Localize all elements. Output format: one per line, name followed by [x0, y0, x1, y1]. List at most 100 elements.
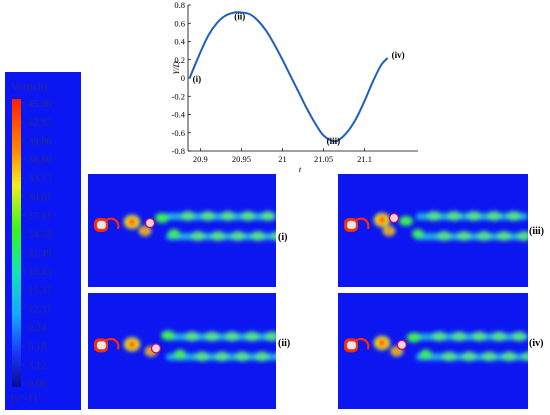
lower-vortex — [255, 351, 269, 362]
upper-vortex — [427, 210, 441, 221]
lower-vortex — [195, 351, 209, 362]
vorticity-snapshot-ii — [88, 293, 276, 409]
oscillating-cylinder — [396, 339, 407, 351]
colorbar-tick-label: 24.55 — [28, 230, 52, 241]
near-vortex-2-core — [393, 348, 400, 355]
point-annotation: (iii) — [327, 136, 341, 146]
upstream-body — [346, 341, 357, 350]
colorbar-title: Vorticity — [11, 81, 50, 93]
oscillating-cylinder — [144, 217, 156, 229]
lower-vortex — [497, 230, 511, 241]
colorbar-tick-label: 45.98 — [28, 99, 52, 110]
lower-vortex — [482, 351, 497, 362]
near-vortex-2-core — [386, 227, 392, 234]
y-tick-label: 0.4 — [174, 37, 185, 47]
upper-vortex — [472, 331, 487, 342]
near-vortex-4 — [174, 349, 186, 360]
upper-vortex — [447, 210, 461, 221]
near-vortex-3 — [161, 330, 175, 341]
colorbar-tick-label: 30.67 — [28, 192, 52, 203]
near-vortex-4 — [412, 228, 424, 239]
wake-structures — [124, 210, 276, 241]
colorbar-tick-label: 33.73 — [28, 174, 52, 185]
upstream-body — [346, 220, 357, 230]
upper-vortex — [512, 331, 527, 342]
colorbar-tick-label: 12.31 — [28, 304, 52, 315]
point-annotation: (ii) — [234, 11, 245, 21]
shear-layer — [355, 217, 370, 230]
lower-vortex — [457, 230, 471, 241]
x-tick-label: 20.95 — [232, 154, 251, 164]
upper-vortex — [201, 210, 215, 221]
y-axis-label: Y/D — [171, 61, 181, 75]
near-vortex-4 — [168, 228, 180, 239]
upper-vortex — [185, 331, 199, 342]
colorbar-tick-label: 9.24 — [28, 323, 47, 334]
lower-vortex — [231, 230, 245, 241]
wake-structures — [374, 331, 528, 362]
snapshot-label-iii: (iii) — [529, 226, 544, 237]
upper-vortex — [492, 331, 507, 342]
snapshot-label-iv: (iv) — [529, 338, 544, 349]
x-tick-label: 21.05 — [314, 154, 333, 164]
near-vortex-1-core — [128, 217, 136, 226]
upper-vortex — [261, 210, 275, 221]
lower-vortex — [271, 231, 276, 241]
displacement-chart: 0.8 0.6 0.4 0.2 0 -0.2 -0.4 -0.6 -0.8 20.9 20.95 21… — [171, 0, 418, 174]
lower-vortex — [211, 230, 225, 241]
y-tick-label: -0.4 — [172, 110, 186, 120]
y-tick-label: -0.6 — [172, 128, 185, 138]
x-tick-label: 20.9 — [193, 154, 208, 164]
upper-vortex — [432, 331, 447, 342]
near-vortex-1-core — [128, 340, 136, 349]
colorbar-tick-label: 15.37 — [28, 286, 52, 297]
near-vortex-3 — [406, 332, 421, 343]
upper-vortex — [205, 331, 219, 342]
near-vortex-1-core — [378, 338, 386, 347]
upper-vortex — [241, 210, 255, 221]
wake-structures — [374, 210, 528, 241]
lower-vortex — [477, 230, 491, 241]
y-tick-label: 0.6 — [174, 18, 185, 28]
x-tick-label: 21 — [278, 154, 287, 164]
near-vortex-3 — [399, 215, 413, 226]
upper-vortex — [245, 331, 259, 342]
near-vortex-1-core — [378, 215, 386, 224]
lower-vortex — [442, 351, 457, 362]
shear-layer — [355, 337, 370, 350]
colorbar-graphic: 45.98 42.92 39.86 36.80 33.73 30.67 27.61 24.55… — [12, 99, 52, 390]
vorticity-field — [338, 174, 528, 287]
upper-vortex — [467, 210, 481, 221]
lower-wake-streak — [416, 232, 528, 240]
lower-vortex — [437, 230, 451, 241]
oscillating-cylinder — [150, 343, 162, 354]
colorbar-tick-label: 0.06 — [28, 379, 46, 390]
lower-vortex — [522, 351, 528, 362]
y-tick-label: 0.8 — [174, 0, 185, 10]
lower-vortex — [462, 351, 477, 362]
upper-vortex — [487, 210, 501, 221]
upper-vortex — [221, 210, 235, 221]
upper-vortex — [452, 331, 467, 342]
near-vortex-2-core — [142, 227, 148, 234]
vorticity-field — [338, 293, 528, 409]
lower-vortex — [235, 351, 249, 362]
upper-vortex — [265, 331, 276, 342]
oscillating-cylinder — [388, 212, 400, 224]
upper-vortex — [181, 210, 195, 221]
y-tick-label: 0.2 — [174, 55, 185, 65]
colorbar-tick-label: 42.92 — [28, 118, 52, 129]
lower-vortex — [502, 351, 517, 362]
y-tick-label: -0.2 — [172, 91, 185, 101]
colorbar-tick-label: 6.18 — [28, 342, 46, 353]
field-background — [88, 174, 276, 287]
lower-vortex — [517, 230, 528, 241]
lower-vortex — [251, 230, 265, 241]
point-annotation: (i) — [193, 74, 202, 84]
colorbar-tick-label: 21.49 — [28, 248, 52, 259]
colorbar-gradient — [12, 99, 21, 387]
colorbar-tick-label: 18.43 — [28, 267, 52, 278]
upstream-body — [96, 341, 107, 350]
near-vortex-3 — [155, 212, 169, 223]
lower-vortex — [215, 351, 229, 362]
